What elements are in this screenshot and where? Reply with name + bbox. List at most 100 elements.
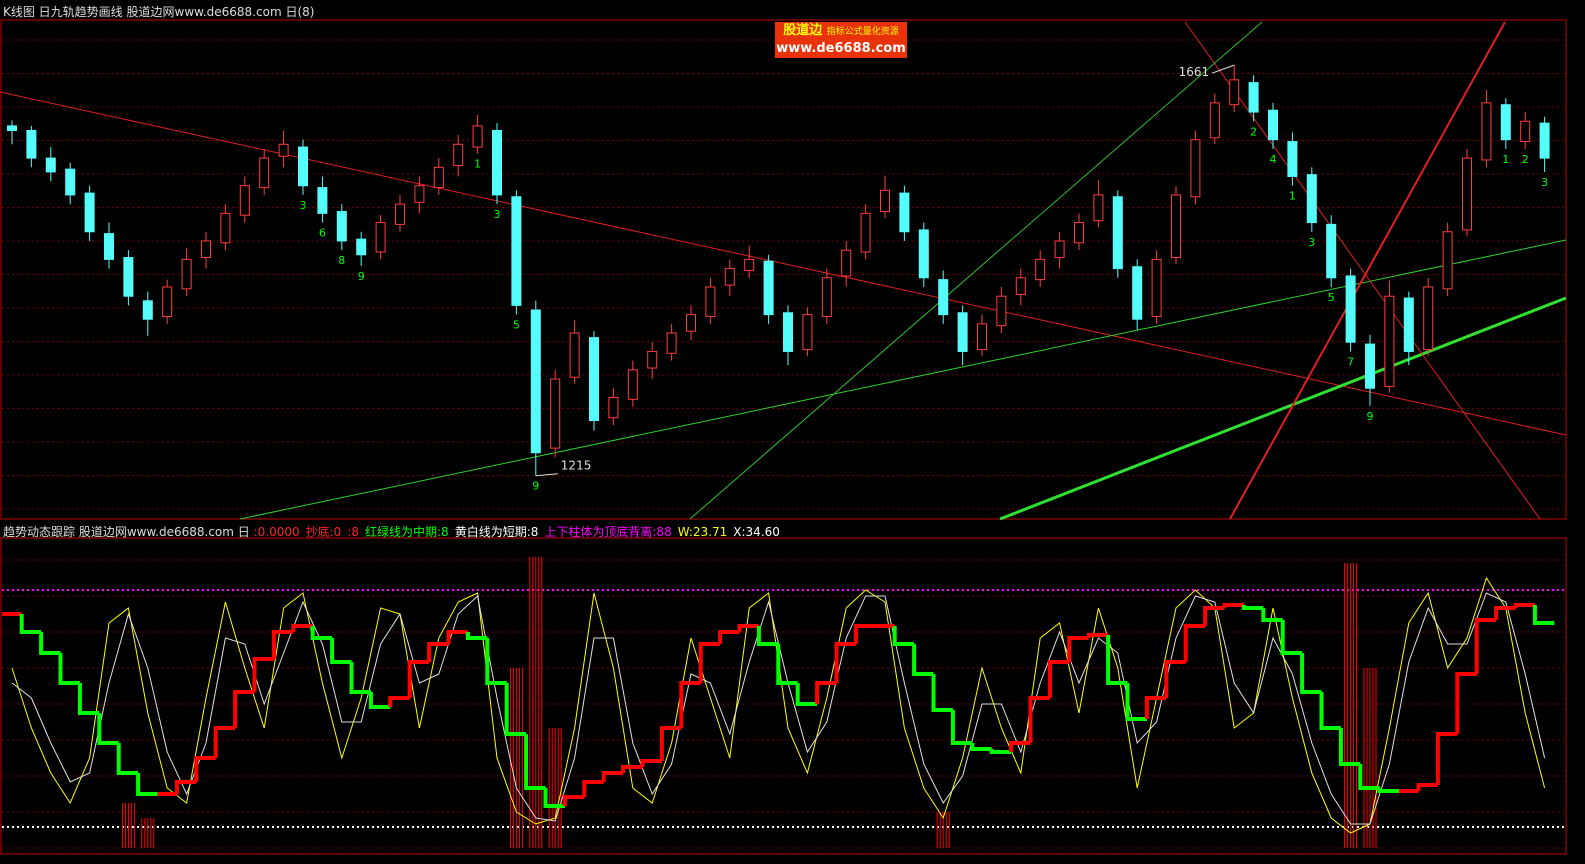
mid-step [1532,605,1555,625]
candle-body [1462,157,1472,231]
mid-step [601,771,624,782]
candle-body [705,286,716,317]
td-count: 1 [474,157,481,170]
short-line [11,576,1546,834]
candle-body [142,300,153,320]
candle-body [1539,122,1550,159]
candle-body [1248,82,1259,113]
candle-body [1151,258,1162,317]
mid-step [1435,732,1458,785]
top-title: K线图 日九轨趋势画线 股道边网www.de6688.com 日(8) [3,5,315,19]
mid-step [271,630,294,659]
candle-body [414,185,425,203]
candle-body [1209,102,1220,139]
td-count: 2 [1250,125,1257,138]
candle-body [356,238,367,256]
candle-body [1287,141,1298,178]
mid-step [698,642,721,683]
mid-step [136,773,158,796]
mid-step [756,626,779,646]
watermark: 股道边 指标公式量化资源 www.de6688.com [775,22,907,58]
mid-step [1164,660,1186,698]
candle-body [802,314,813,351]
short-line [11,592,1546,825]
td-count: 9 [358,270,365,283]
candle-body [569,332,580,378]
candle-body [239,185,250,216]
candle-body [7,125,17,131]
mid-step [1338,728,1361,766]
candle-body [278,143,289,157]
candle-body [65,168,76,196]
mid-step [892,626,915,646]
mid-step [970,743,992,751]
td-count: 9 [1367,410,1374,423]
candle-body [1423,286,1434,351]
mid-step [446,630,468,644]
mid-step [368,692,391,709]
candle-body [783,312,793,352]
candle-body [1500,104,1511,141]
candle-body [395,203,405,225]
mid-step [1358,764,1380,790]
annotation: 1661 [1179,65,1210,79]
mid-step [58,653,80,685]
mid-step [815,681,837,704]
td-count: 3 [494,208,501,221]
mid-step [233,690,255,728]
candle-body [821,277,832,317]
mid-step [795,683,818,706]
candle-body [104,233,114,260]
candle-body [1384,295,1395,387]
candle-body [433,166,444,189]
td-count: 2 [1522,153,1529,166]
mid-step [1513,603,1535,608]
candle-body [511,196,522,306]
top-pane [0,19,1567,520]
mid-step [776,644,798,685]
candle-body [1112,196,1123,270]
osc-item: W:23.71 [677,525,728,539]
mid-step [1455,672,1477,734]
candle-body [977,323,987,351]
candle-body [666,332,677,354]
mid-step [1300,653,1322,694]
osc-title: 趋势动态跟踪 股道边网www.de6688.com 日 [3,525,250,539]
mid-step [504,683,527,736]
candle-body [1268,109,1278,141]
candle-body [1326,223,1337,279]
mid-step [1474,618,1497,674]
mid-step [407,660,430,698]
candle-body [1171,194,1181,259]
osc-item: :0.0000 [253,525,300,539]
mid-step [950,710,973,745]
mid-step [1261,608,1283,622]
mid-step [737,624,759,632]
candle-body [336,210,347,242]
mid-step [679,681,701,728]
candle-body [1074,222,1084,244]
candle-body [899,192,910,233]
mid-step [524,734,546,790]
candle-body [996,295,1007,327]
td-count: 6 [319,227,326,240]
mid-step [562,795,585,806]
mid-step [659,726,682,761]
mid-step [853,624,876,644]
mid-step [310,626,333,640]
mid-step [1028,696,1050,743]
candle-body [1035,258,1046,281]
candle-body [220,212,231,244]
candle-body [298,146,308,187]
mid-step [19,614,42,634]
mid-step [291,624,313,632]
osc-item: 上下柱体为顶底背离:88 [544,525,672,539]
annotation: 1215 [561,459,592,473]
mid-step [1494,606,1516,620]
td-count: 3 [1541,176,1548,189]
mid-step [1377,788,1400,793]
mid-step [427,642,449,662]
mid-step [1203,606,1225,626]
